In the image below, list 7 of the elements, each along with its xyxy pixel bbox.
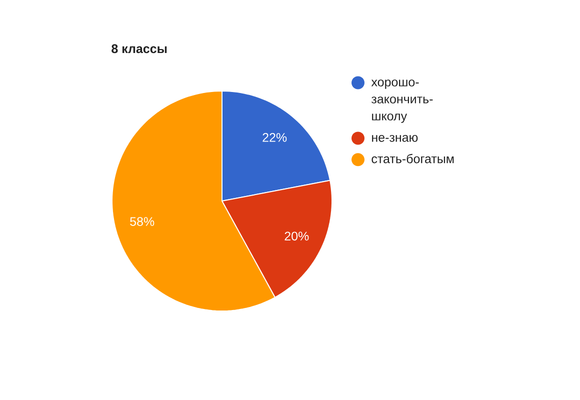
legend-label: стать-богатым — [372, 154, 454, 164]
data-label: 58% — [130, 217, 154, 226]
data-label: 20% — [284, 232, 309, 241]
legend-label: не-знаю — [372, 134, 418, 142]
data-label: 22% — [262, 133, 287, 142]
chart-title: 8 классы — [112, 44, 167, 54]
legend-label: хорошо-закончить-школу — [371, 80, 433, 123]
